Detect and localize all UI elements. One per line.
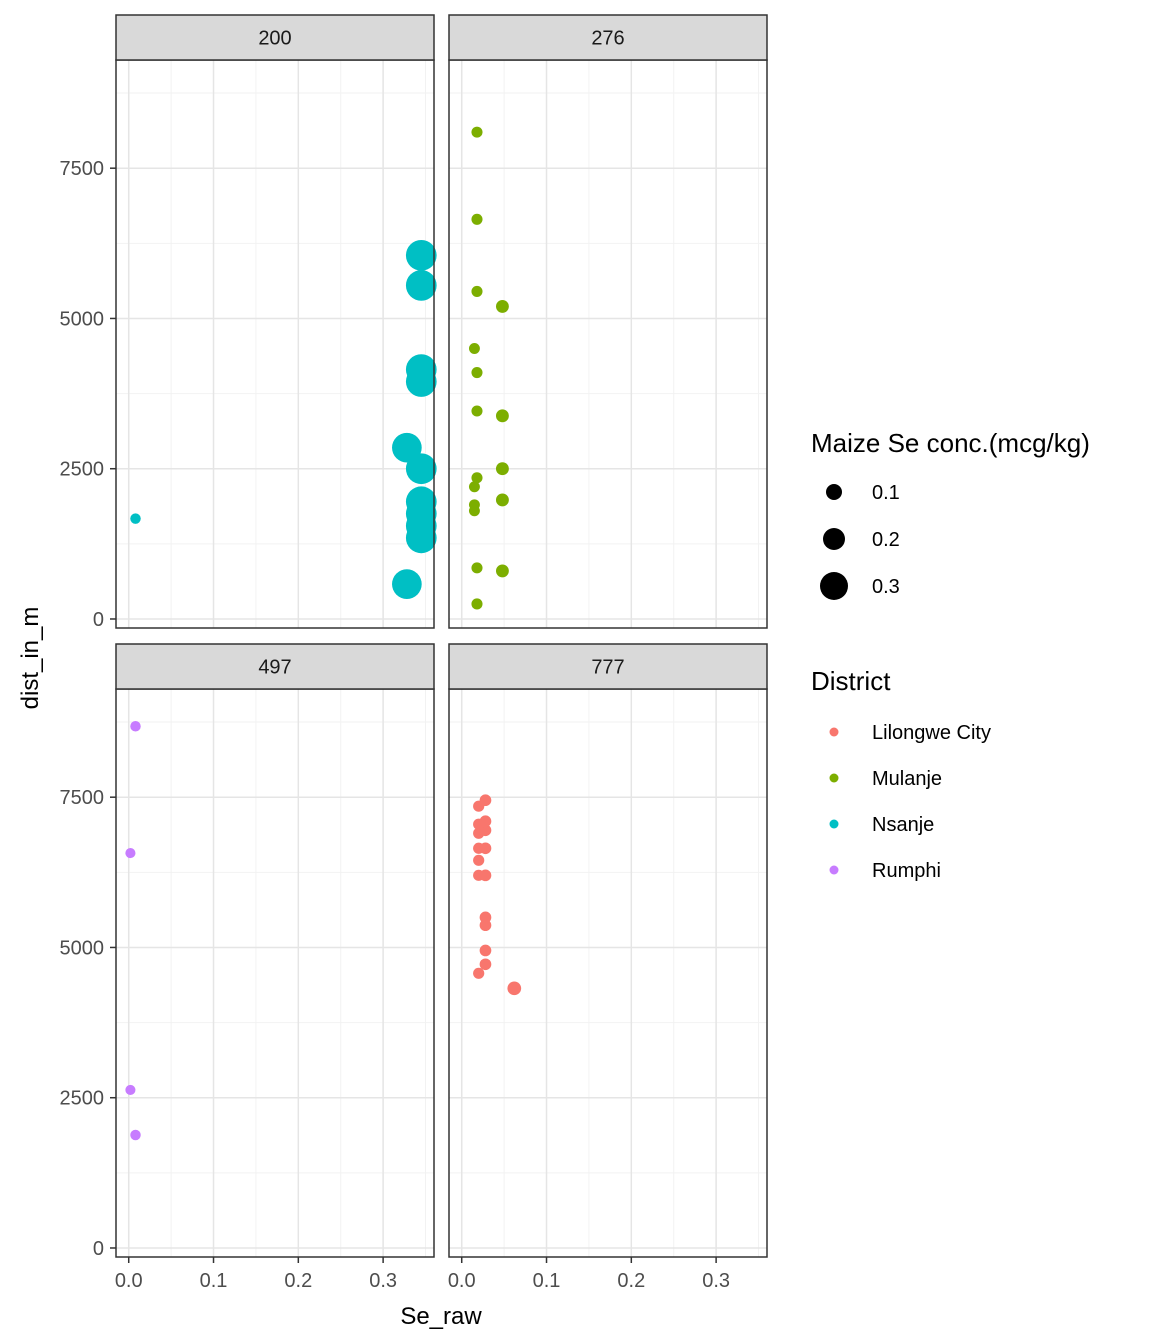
data-point: [468, 343, 480, 354]
y-axis-title: dist_in_m: [17, 607, 44, 710]
data-point: [405, 486, 437, 518]
panel-background: [116, 60, 434, 628]
data-point: [405, 354, 437, 385]
x-tick-label: 0.2: [284, 1270, 312, 1292]
data-point: [479, 815, 492, 828]
size-legend-key: [820, 572, 848, 600]
facet-strip-label: 276: [591, 28, 624, 50]
data-point: [495, 299, 509, 313]
data-point: [473, 854, 485, 866]
x-tick-label: 0.0: [115, 1270, 143, 1292]
data-point: [479, 794, 492, 807]
size-legend-label: 0.2: [872, 529, 900, 551]
data-point: [468, 499, 480, 511]
size-legend-label: 0.3: [872, 576, 900, 598]
data-point: [479, 911, 492, 924]
data-point: [471, 472, 483, 484]
size-legend-label: 0.1: [872, 482, 900, 504]
facet-strip-label: 777: [591, 657, 624, 679]
color-legend-label: Lilongwe City: [872, 722, 991, 744]
data-point: [471, 562, 483, 574]
facet-strip: [448, 643, 768, 690]
data-point: [479, 944, 492, 957]
data-point: [392, 432, 422, 463]
data-point: [507, 981, 522, 996]
data-point: [130, 513, 141, 524]
facet-panel-200: 200: [115, 14, 437, 629]
size-legend-key: [823, 528, 845, 550]
facet-strip: [115, 14, 435, 61]
facet-panel-276: 276: [448, 14, 768, 629]
data-point: [473, 967, 485, 979]
data-point: [392, 569, 422, 599]
y-tick-label: 5000: [60, 937, 105, 959]
data-point: [471, 598, 483, 610]
facet-panel-497: 497: [115, 643, 435, 1258]
color-legend-label: Rumphi: [872, 860, 941, 882]
y-tick-label: 0: [93, 1238, 104, 1260]
data-point: [471, 367, 483, 379]
data-point: [125, 848, 136, 859]
data-point: [479, 842, 492, 855]
y-tick-label: 2500: [60, 1088, 105, 1110]
panel-background: [116, 689, 434, 1257]
data-point: [495, 564, 509, 578]
x-tick-label: 0.0: [448, 1270, 476, 1292]
color-legend-key: [829, 773, 839, 783]
data-point: [405, 239, 437, 271]
facet-strip-label: 497: [258, 657, 291, 679]
facet-strip: [115, 643, 435, 690]
data-point: [495, 493, 509, 507]
data-point: [495, 462, 509, 476]
facet-strip: [448, 14, 768, 61]
data-point: [468, 481, 480, 493]
color-legend-key: [829, 865, 839, 875]
y-tick-label: 2500: [60, 459, 105, 481]
x-tick-label: 0.3: [369, 1270, 397, 1292]
data-point: [130, 1129, 141, 1141]
color-legend-label: Nsanje: [872, 814, 934, 836]
data-point: [471, 126, 483, 138]
color-legend-label: Mulanje: [872, 768, 942, 790]
data-point: [125, 1084, 136, 1095]
x-axis-title: Se_raw: [400, 1303, 482, 1330]
x-tick-label: 0.3: [702, 1270, 730, 1292]
facet-panel-777: 777: [448, 643, 768, 1258]
facet-panels: 200 276 497 777: [115, 14, 768, 1258]
axes: 0 2500 5000 7500 0 2500 5000 7500 0.0 0.1 0.2 0.3 0.…: [60, 158, 731, 1292]
y-tick-label: 7500: [60, 787, 105, 809]
panel-background: [449, 60, 767, 628]
y-tick-label: 5000: [60, 308, 105, 330]
x-tick-label: 0.1: [533, 1270, 561, 1292]
data-point: [471, 405, 483, 417]
size-legend-key: [826, 484, 842, 500]
data-point: [471, 285, 483, 297]
data-point: [479, 869, 492, 882]
color-legend-title: District: [811, 666, 891, 696]
panel-background: [449, 689, 767, 1257]
data-point: [130, 721, 141, 732]
data-point: [405, 453, 437, 485]
y-tick-label: 0: [93, 609, 104, 631]
size-legend-title: Maize Se conc.(mcg/kg): [811, 428, 1090, 458]
x-tick-label: 0.2: [617, 1270, 645, 1292]
x-tick-label: 0.1: [200, 1270, 228, 1292]
color-legend-key: [829, 819, 839, 829]
y-tick-label: 7500: [60, 158, 105, 180]
data-point: [471, 213, 483, 225]
facet-strip-label: 200: [258, 28, 291, 50]
data-point: [479, 958, 492, 971]
color-legend: District Lilongwe City Mulanje Nsanje Rumph…: [811, 666, 991, 882]
size-legend: Maize Se conc.(mcg/kg) 0.1 0.2 0.3: [811, 428, 1090, 600]
color-legend-key: [829, 727, 839, 737]
data-point: [405, 270, 437, 301]
data-point: [495, 409, 509, 423]
